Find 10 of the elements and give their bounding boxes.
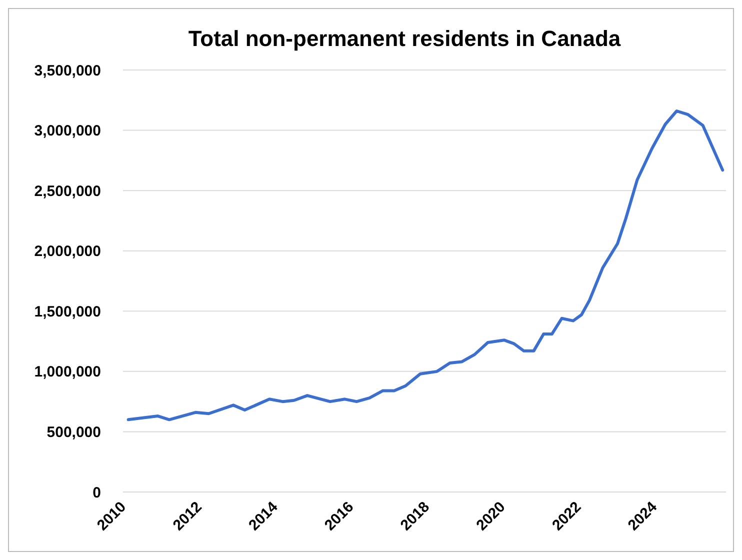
y-tick-label: 500,000 bbox=[46, 424, 101, 441]
y-tick-label: 1,000,000 bbox=[34, 364, 101, 381]
y-tick-label: 3,500,000 bbox=[34, 62, 101, 80]
chart-title: Total non-permanent residents in Canada bbox=[188, 26, 622, 51]
y-tick-label: 2,000,000 bbox=[34, 243, 101, 260]
y-tick-label: 2,500,000 bbox=[34, 182, 101, 200]
y-tick-label: 1,500,000 bbox=[34, 303, 101, 320]
y-tick-label: 3,000,000 bbox=[34, 122, 101, 140]
line-series bbox=[126, 109, 724, 422]
y-tick-label: 0 bbox=[92, 484, 101, 502]
